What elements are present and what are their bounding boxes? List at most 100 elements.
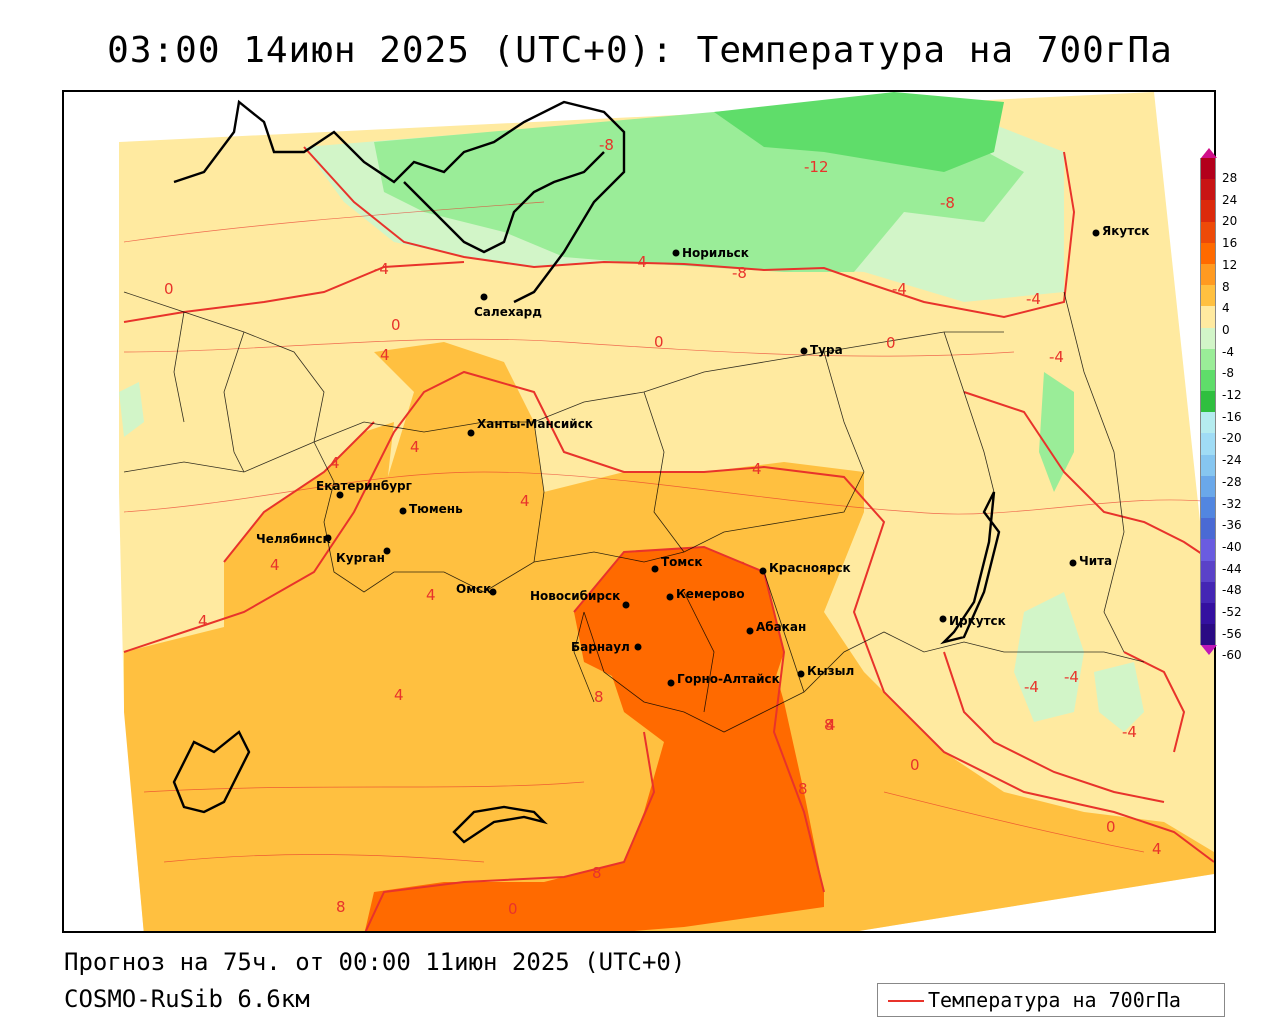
colorbar-cell — [1200, 348, 1216, 370]
city-markers: Салехард Норильск Якутск Тура Ханты-Манс… — [256, 224, 1149, 687]
colorbar-tick-label: -20 — [1222, 431, 1242, 446]
colorbar-cell — [1200, 391, 1216, 413]
svg-text:Новосибирск: Новосибирск — [530, 589, 620, 603]
city-tyumen[interactable]: Тюмень — [399, 502, 464, 516]
coastlines — [172, 99, 1001, 844]
colorbar-tick-label: -36 — [1222, 518, 1242, 533]
iso-label: 4 — [520, 492, 530, 510]
colorbar-tick-label: -60 — [1222, 648, 1242, 663]
isotherm-thin-lines — [123, 201, 1214, 863]
svg-text:Чита: Чита — [1079, 554, 1112, 568]
svg-text:Челябинск: Челябинск — [256, 532, 331, 546]
field-green-east3 — [1094, 662, 1144, 732]
city-chita[interactable]: Чита — [1069, 554, 1113, 568]
colorbar-tick-label: -8 — [1222, 366, 1234, 381]
colorbar-cell — [1200, 539, 1216, 561]
iso-label: -8 — [940, 194, 955, 212]
colorbar-tick-label: -12 — [1222, 388, 1242, 402]
temperature-map[interactable]: Салехард Норильск Якутск Тура Ханты-Манс… — [62, 90, 1216, 933]
colorbar-tick-label: 8 — [1222, 279, 1230, 294]
iso-label: 4 — [426, 586, 436, 604]
city-yekaterinburg[interactable]: Екатеринбург — [316, 479, 412, 499]
iso-label: -4 — [1122, 723, 1137, 741]
colorbar-tick-label: 16 — [1222, 236, 1238, 251]
iso-label: -4 — [1024, 678, 1039, 696]
svg-text:Омск: Омск — [456, 582, 491, 596]
city-norilsk[interactable]: Норильск — [672, 246, 749, 260]
iso-label: 4 — [752, 460, 762, 478]
field-green-west — [119, 382, 144, 437]
map-title: 03:00 14июн 2025 (UTC+0): Температура на… — [107, 30, 1173, 71]
iso-label: -12 — [804, 158, 829, 176]
borders — [123, 291, 1145, 733]
svg-text:Салехард: Салехард — [474, 305, 542, 319]
city-barnaul[interactable]: Барнаул — [571, 640, 642, 654]
city-kemerovo[interactable]: Кемерово — [666, 587, 745, 601]
colorbar-cell — [1200, 602, 1216, 625]
city-tomsk[interactable]: Томск — [651, 555, 703, 573]
forecast-info: Прогноз на 75ч. от 00:00 11июн 2025 (UTC… — [64, 948, 686, 976]
iso-label: 8 — [798, 780, 808, 798]
colorbar-tick-label: 24 — [1222, 192, 1238, 207]
iso-label: 8 — [824, 716, 834, 734]
city-irkutsk[interactable]: Иркутск — [939, 614, 1006, 628]
iso-label: 0 — [508, 900, 518, 918]
colorbar-cell — [1200, 306, 1216, 328]
city-tura[interactable]: Тура — [800, 343, 843, 357]
colorbar-tick-label: -28 — [1222, 474, 1242, 489]
city-yakutsk[interactable]: Якутск — [1092, 224, 1150, 238]
iso-label: -4 — [1064, 668, 1079, 686]
colorbar-tick-label: -4 — [1222, 344, 1234, 359]
city-kyzyl[interactable]: Кызыл — [797, 664, 855, 678]
colorbar-cell — [1200, 327, 1216, 349]
colorbar-tick-label: 20 — [1222, 214, 1238, 229]
city-omsk[interactable]: Омск — [456, 582, 497, 596]
city-gorno-altaysk[interactable]: Горно-Алтайск — [667, 672, 780, 687]
iso-label: -4 — [632, 253, 647, 271]
svg-text:Барнаул: Барнаул — [571, 640, 630, 654]
legend-line-swatch — [888, 1000, 924, 1002]
svg-text:Ханты-Мансийск: Ханты-Мансийск — [477, 417, 593, 431]
iso-label: 4 — [380, 346, 390, 364]
svg-text:Красноярск: Красноярск — [769, 561, 851, 575]
field-green-dark — [714, 92, 1004, 172]
colorbar-tick-label: 4 — [1222, 301, 1230, 316]
city-krasnoyarsk[interactable]: Красноярск — [759, 561, 851, 575]
isotherm-lines — [123, 146, 1214, 931]
city-abakan[interactable]: Абакан — [746, 620, 807, 635]
colorbar-cell — [1200, 581, 1216, 603]
colorbar-tick-label: -24 — [1222, 453, 1242, 468]
city-khanty-mansiysk[interactable]: Ханты-Мансийск — [467, 417, 593, 437]
iso-label: 4 — [826, 716, 836, 734]
iso-label: -8 — [599, 136, 614, 154]
colorbar-tick-label: -44 — [1222, 561, 1242, 576]
city-novosibirsk[interactable]: Новосибирск — [530, 589, 630, 609]
iso-label: -8 — [732, 264, 747, 282]
colorbar-cell — [1200, 158, 1216, 180]
city-salekhard[interactable]: Салехард — [474, 293, 542, 320]
svg-text:Тюмень: Тюмень — [409, 502, 463, 516]
svg-text:Томск: Томск — [661, 555, 703, 569]
field-green-east2 — [1014, 592, 1084, 722]
colorbar-tick-label: -16 — [1222, 409, 1242, 424]
iso-label: 8 — [592, 864, 602, 882]
colorbar-cell — [1200, 518, 1216, 540]
svg-text:Тура: Тура — [810, 343, 843, 357]
colorbar-cell — [1200, 285, 1216, 307]
isotherm-value-labels: -8 -12 -8 -4 -4 -8 -4 -4 -4 0 0 0 0 4 4 … — [164, 136, 1162, 918]
colorbar-cell — [1200, 179, 1216, 201]
colorbar-tick-label: -32 — [1222, 496, 1242, 511]
city-chelyabinsk[interactable]: Челябинск — [256, 532, 332, 546]
colorbar-tick-label: -56 — [1222, 626, 1242, 641]
iso-label: 0 — [1106, 818, 1116, 836]
iso-label: 0 — [654, 333, 664, 351]
colorbar-cell — [1200, 475, 1216, 497]
svg-text:Кемерово: Кемерово — [676, 587, 745, 601]
svg-text:Курган: Курган — [336, 551, 385, 565]
colorbar-tick-label: 12 — [1222, 257, 1238, 272]
iso-label: -4 — [374, 260, 389, 278]
field-green-east1 — [1039, 372, 1074, 492]
map-canvas: Салехард Норильск Якутск Тура Ханты-Манс… — [119, 92, 1214, 931]
colorbar-top-arrow — [1201, 148, 1217, 158]
city-kurgan[interactable]: Курган — [336, 547, 391, 566]
